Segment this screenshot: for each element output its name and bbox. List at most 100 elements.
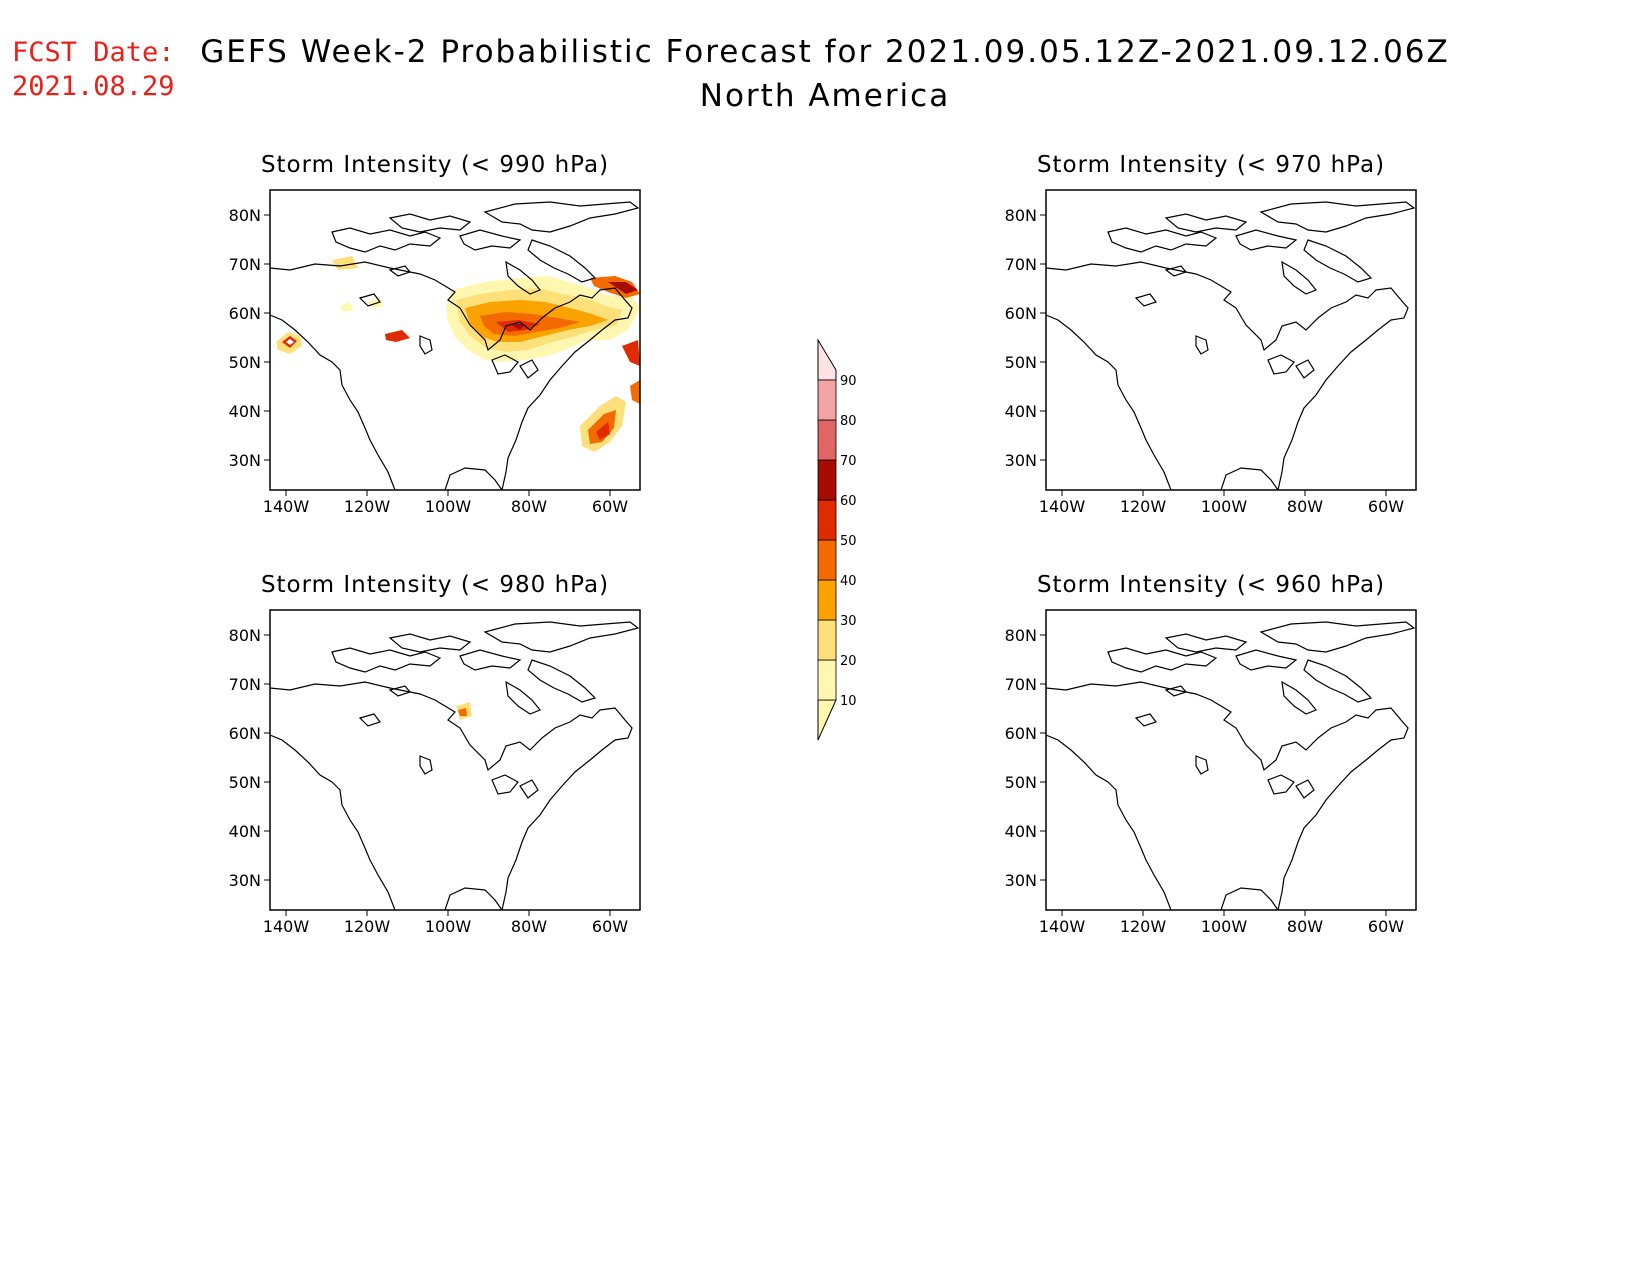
- coastline: [1134, 293, 1157, 307]
- coastline: [491, 354, 519, 375]
- lat-tick-label: 80N: [1005, 626, 1037, 645]
- colorbar-svg: 10 20 30 40 50 60 70 80 90: [817, 338, 857, 741]
- coastline: [1195, 755, 1209, 775]
- lat-tick-label: 70N: [229, 255, 261, 274]
- coastline: [1107, 647, 1218, 673]
- lat-tick-label: 30N: [1005, 451, 1037, 470]
- coastline: [270, 681, 633, 910]
- lon-tick-label: 80W: [1287, 497, 1323, 516]
- colorbar-swatch: [817, 619, 837, 661]
- coastline: [1164, 213, 1248, 233]
- colorbar-swatch: [817, 579, 837, 621]
- coastline: [1107, 227, 1218, 253]
- coastline: [419, 755, 433, 775]
- colorbar-level-label: 30: [840, 614, 857, 629]
- lat-tick-label: 80N: [229, 626, 261, 645]
- coastline: [1134, 713, 1157, 727]
- lat-tick-label: 60N: [1005, 304, 1037, 323]
- colorbar-level-label: 20: [840, 654, 857, 669]
- lon-tick-label: 100W: [1201, 917, 1248, 936]
- colorbar-end-low: [817, 699, 837, 741]
- lon-tick-label: 60W: [592, 917, 628, 936]
- coastline: [1046, 314, 1172, 490]
- lat-tick-label: 50N: [1005, 353, 1037, 372]
- panel-title: Storm Intensity (< 980 hPa): [260, 572, 610, 598]
- figure-title-block: GEFS Week-2 Probabilistic Forecast for 2…: [180, 30, 1470, 118]
- coastline: [483, 201, 640, 233]
- coastline: [505, 680, 541, 715]
- lat-tick-label: 50N: [229, 353, 261, 372]
- lat-tick-label: 60N: [1005, 724, 1037, 743]
- lat-tick-label: 40N: [229, 402, 261, 421]
- coastline: [1220, 467, 1279, 490]
- lon-tick-label: 60W: [1368, 917, 1404, 936]
- lat-tick-label: 70N: [1005, 675, 1037, 694]
- panel-960hpa: Storm Intensity (< 960 hPa) 80N 70N 60N 50N…: [976, 570, 1446, 936]
- coastline: [1235, 649, 1298, 671]
- map-frame: [1045, 609, 1417, 911]
- region-title: North America: [699, 78, 951, 114]
- coastline: [491, 774, 519, 795]
- coastline: [519, 779, 539, 799]
- lat-tick-label: 60N: [229, 724, 261, 743]
- colorbar-level-label: 10: [840, 694, 857, 709]
- coastline: [527, 239, 597, 283]
- probability-area: [332, 256, 358, 270]
- lat-tick-label: 50N: [1005, 773, 1037, 792]
- lat-tick-label: 80N: [1005, 206, 1037, 225]
- lon-tick-label: 100W: [425, 497, 472, 516]
- coastline: [388, 685, 412, 697]
- lon-tick-label: 80W: [1287, 917, 1323, 936]
- coastline: [270, 314, 396, 490]
- coastline: [1267, 354, 1295, 375]
- coastline: [1046, 681, 1409, 910]
- figure-title: GEFS Week-2 Probabilistic Forecast for 2…: [200, 34, 1450, 70]
- lon-tick-label: 120W: [1120, 497, 1167, 516]
- lat-tick-label: 60N: [229, 304, 261, 323]
- colorbar-swatch: [817, 419, 837, 461]
- lat-tick-label: 40N: [1005, 402, 1037, 421]
- lat-tick-label: 70N: [1005, 255, 1037, 274]
- colorbar-level-label: 50: [840, 534, 857, 549]
- lon-tick-label: 60W: [592, 497, 628, 516]
- probability-area: [596, 422, 610, 440]
- coastline: [1195, 335, 1209, 355]
- colorbar-level-label: 70: [840, 454, 857, 469]
- probability-area: [458, 708, 467, 716]
- coastline: [1164, 685, 1188, 697]
- panel-title: Storm Intensity (< 970 hPa): [1036, 152, 1386, 178]
- map-frame: [269, 189, 641, 491]
- coastline: [1164, 265, 1188, 277]
- lon-tick-label: 60W: [1368, 497, 1404, 516]
- coastline: [270, 261, 633, 490]
- coastline: [444, 467, 503, 490]
- coastline: [358, 713, 381, 727]
- lat-tick-label: 80N: [229, 206, 261, 225]
- coastline: [459, 229, 522, 251]
- lat-tick-label: 70N: [229, 675, 261, 694]
- coastline: [1046, 734, 1172, 910]
- lon-tick-label: 80W: [511, 917, 547, 936]
- map-plot: 80N 70N 60N 50N 40N 30N 140W 120W 100W 80W 60W: [1005, 189, 1417, 516]
- coastline: [270, 734, 396, 910]
- lat-tick-label: 50N: [229, 773, 261, 792]
- lon-tick-label: 120W: [344, 917, 391, 936]
- coastline: [1220, 887, 1279, 910]
- forecast-date-block: FCST Date: 2021.08.29: [12, 36, 175, 104]
- lon-tick-label: 80W: [511, 497, 547, 516]
- coastline: [505, 260, 541, 295]
- coastline: [331, 227, 442, 253]
- coastline: [419, 335, 433, 355]
- colorbar-swatch: [817, 659, 837, 701]
- colorbar-level-label: 60: [840, 494, 857, 509]
- coastline: [519, 359, 539, 379]
- probability-area: [286, 339, 294, 345]
- coastline: [1295, 779, 1315, 799]
- coastline: [1281, 680, 1317, 715]
- colorbar-level-label: 40: [840, 574, 857, 589]
- colorbar-level-label: 90: [840, 374, 857, 389]
- map-frame: [269, 609, 641, 911]
- coastline: [527, 659, 597, 703]
- forecast-date-label: FCST Date:: [12, 37, 175, 68]
- coastline: [1281, 260, 1317, 295]
